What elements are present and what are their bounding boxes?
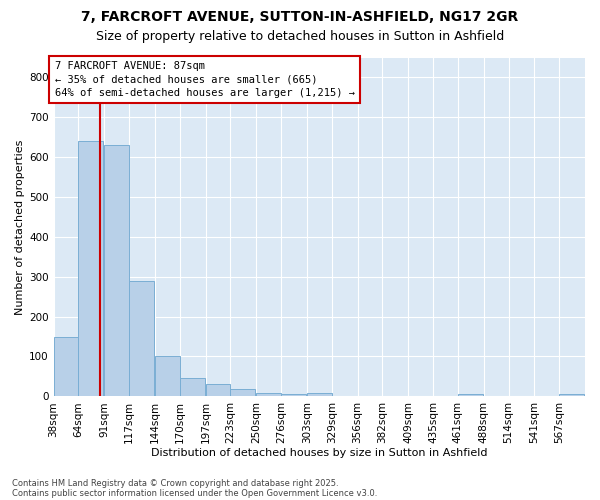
Bar	[559, 394, 584, 396]
Text: Contains public sector information licensed under the Open Government Licence v3: Contains public sector information licen…	[12, 488, 377, 498]
Bar	[458, 394, 483, 396]
Bar	[104, 145, 129, 397]
Text: 7, FARCROFT AVENUE, SUTTON-IN-ASHFIELD, NG17 2GR: 7, FARCROFT AVENUE, SUTTON-IN-ASHFIELD, …	[82, 10, 518, 24]
Bar	[206, 384, 230, 396]
Text: 7 FARCROFT AVENUE: 87sqm
← 35% of detached houses are smaller (665)
64% of semi-: 7 FARCROFT AVENUE: 87sqm ← 35% of detach…	[55, 62, 355, 98]
Bar	[53, 336, 79, 396]
Y-axis label: Number of detached properties: Number of detached properties	[15, 139, 25, 314]
Bar	[281, 394, 306, 396]
Text: Contains HM Land Registry data © Crown copyright and database right 2025.: Contains HM Land Registry data © Crown c…	[12, 478, 338, 488]
Bar	[307, 393, 332, 396]
Bar	[230, 389, 255, 396]
X-axis label: Distribution of detached houses by size in Sutton in Ashfield: Distribution of detached houses by size …	[151, 448, 488, 458]
Bar	[256, 393, 281, 396]
Text: Size of property relative to detached houses in Sutton in Ashfield: Size of property relative to detached ho…	[96, 30, 504, 43]
Bar	[79, 141, 103, 397]
Bar	[180, 378, 205, 396]
Bar	[155, 356, 180, 397]
Bar	[129, 280, 154, 396]
